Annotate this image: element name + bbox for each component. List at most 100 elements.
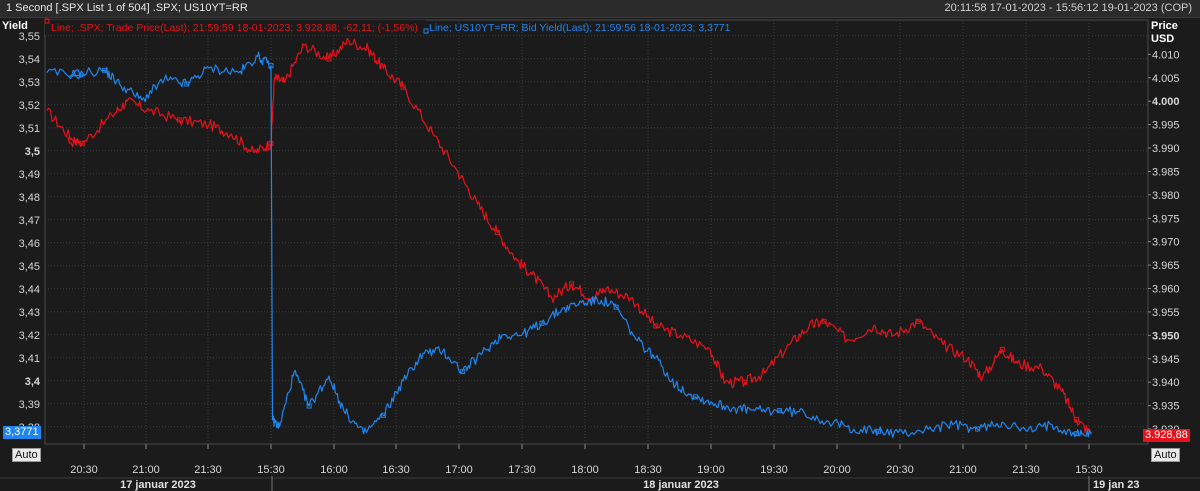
left-tick-label: 3,46	[19, 238, 40, 250]
left-tick-label: 3,53	[19, 77, 40, 89]
x-tick-label: 17:30	[508, 464, 536, 476]
x-tick-label: 21:00	[949, 464, 977, 476]
right-axis-title-unit: USD	[1151, 33, 1174, 45]
right-tick-label: 3.975	[1152, 213, 1180, 225]
window-titlebar: 1 Second [.SPX List 1 of 504] .SPX; US10…	[0, 0, 1200, 18]
left-tick-label: 3,49	[19, 169, 40, 181]
left-tick-label: 3,43	[19, 307, 40, 319]
right-tick-label: 3.995	[1152, 120, 1180, 132]
right-tick-label: 4.000	[1152, 96, 1180, 108]
x-tick-label: 16:30	[382, 464, 410, 476]
left-tick-label: 3,4	[25, 376, 41, 388]
series-point-us10	[777, 408, 783, 414]
x-tick-label: 19:00	[697, 464, 725, 476]
x-tick-label: 16:00	[320, 464, 348, 476]
series-point-us10	[184, 81, 190, 87]
left-tick-label: 3,51	[19, 123, 40, 135]
x-tick-label: 20:30	[886, 464, 914, 476]
series-point-us10	[1074, 431, 1080, 437]
date-label: 19 jan 23	[1093, 479, 1139, 491]
left-tick-label: 3,54	[19, 54, 40, 66]
series-point-us10	[975, 426, 981, 432]
time-range: 20:11:58 17-01-2023 - 15:56:12 19-01-202…	[944, 2, 1192, 14]
series-point-spx	[915, 318, 921, 324]
series-point-spx	[569, 281, 575, 287]
left-tick-label: 3,48	[19, 192, 40, 204]
x-axis: 20:30 21:00 21:30 15:30 16:00 16:30 17:00 17:30…	[0, 444, 1200, 491]
x-tick-label: 19:30	[760, 464, 788, 476]
right-tick-label: 3.935	[1152, 401, 1180, 413]
right-tick-label: 3.945	[1152, 354, 1180, 366]
series-layer	[46, 37, 1092, 439]
series-point-us10	[268, 63, 274, 69]
right-tick-label: 4.005	[1152, 73, 1180, 85]
series-point-spx	[79, 140, 85, 146]
series-point-spx	[742, 379, 748, 385]
right-axis-title-price: Price	[1151, 20, 1178, 32]
legend-us10[interactable]: Line; US10YT=RR; Bid Yield(Last); 21:59:…	[429, 22, 731, 34]
series-point-spx	[1074, 417, 1080, 423]
x-tick-label: 17:00	[445, 464, 473, 476]
right-tick-label: 4.010	[1152, 49, 1180, 61]
series-point-spx	[400, 84, 406, 90]
x-tick-label: 18:00	[571, 464, 599, 476]
x-tick-label: 21:30	[194, 464, 222, 476]
x-tick-label: 18:30	[634, 464, 662, 476]
series-point-spx	[653, 323, 659, 329]
date-label: 18 januar 2023	[643, 479, 719, 491]
series-point-spx	[821, 318, 827, 324]
left-axis: 3,55 3,54 3,53 3,52 3,51 3,5 3,49 3,48 3,47 3,46 3…	[19, 31, 41, 434]
legend-spx-marker	[44, 18, 50, 24]
x-tick-label: 21:30	[1012, 464, 1040, 476]
left-tick-label: 3,52	[19, 100, 40, 112]
legend-spx-bg	[45, 20, 425, 35]
left-axis-title: Yield	[2, 20, 28, 32]
series-point-spx	[176, 117, 182, 123]
right-auto-scale-button[interactable]: Auto	[1151, 448, 1180, 462]
right-tick-label: 3.970	[1152, 237, 1180, 249]
legend-us10-marker	[423, 28, 429, 34]
series-point-spx	[494, 229, 500, 235]
left-tick-label: 3,39	[19, 399, 40, 411]
right-tick-label: 3.940	[1152, 377, 1180, 389]
x-tick-label: 21:00	[132, 464, 160, 476]
right-tick-label: 3.990	[1152, 143, 1180, 155]
series-point-us10	[102, 67, 108, 73]
last-price-badge: 3.928,88	[1143, 429, 1190, 442]
series-line-spx	[46, 37, 1092, 435]
window-title: 1 Second [.SPX List 1 of 504] .SPX; US10…	[6, 2, 248, 14]
left-tick-label: 3,44	[19, 284, 40, 296]
series-point-us10	[692, 394, 698, 400]
left-tick-label: 3,47	[19, 215, 40, 227]
right-tick-label: 3.960	[1152, 284, 1180, 296]
x-tick-label: 15:30	[1075, 464, 1103, 476]
left-tick-label: 3,5	[25, 146, 40, 158]
series-line-us10	[46, 51, 1092, 439]
legend: Line; .SPX; Trade Price(Last); 21:59:59 …	[44, 18, 731, 35]
right-tick-label: 3.965	[1152, 260, 1180, 272]
series-point-us10	[876, 428, 882, 434]
legend-spx[interactable]: Line; .SPX; Trade Price(Last); 21:59:59 …	[51, 22, 418, 34]
x-tick-label: 20:30	[70, 464, 98, 476]
right-tick-label: 3.950	[1152, 330, 1180, 342]
x-tick-label: 20:00	[823, 464, 851, 476]
grid-lines	[44, 19, 1149, 445]
date-label: 17 januar 2023	[120, 479, 196, 491]
series-point-spx	[999, 346, 1005, 352]
series-point-us10	[306, 403, 312, 409]
plot-frame	[44, 19, 1149, 445]
right-tick-label: 3.955	[1152, 307, 1180, 319]
left-auto-scale-button[interactable]: Auto	[12, 448, 41, 462]
x-tick-label: 15:30	[257, 464, 285, 476]
series-point-us10	[380, 412, 386, 418]
series-point-us10	[613, 304, 619, 310]
series-point-us10	[460, 369, 466, 375]
right-axis: 4.010 4.005 4.000 3.995 3.990 3.985 3.980 3.975…	[1148, 49, 1180, 436]
series-point-spx	[326, 56, 332, 62]
series-point-us10	[539, 320, 545, 326]
right-tick-label: 3.980	[1152, 190, 1180, 202]
left-tick-label: 3,45	[19, 261, 40, 273]
last-yield-badge: 3,3771	[3, 426, 41, 439]
left-tick-label: 3,41	[19, 353, 40, 365]
